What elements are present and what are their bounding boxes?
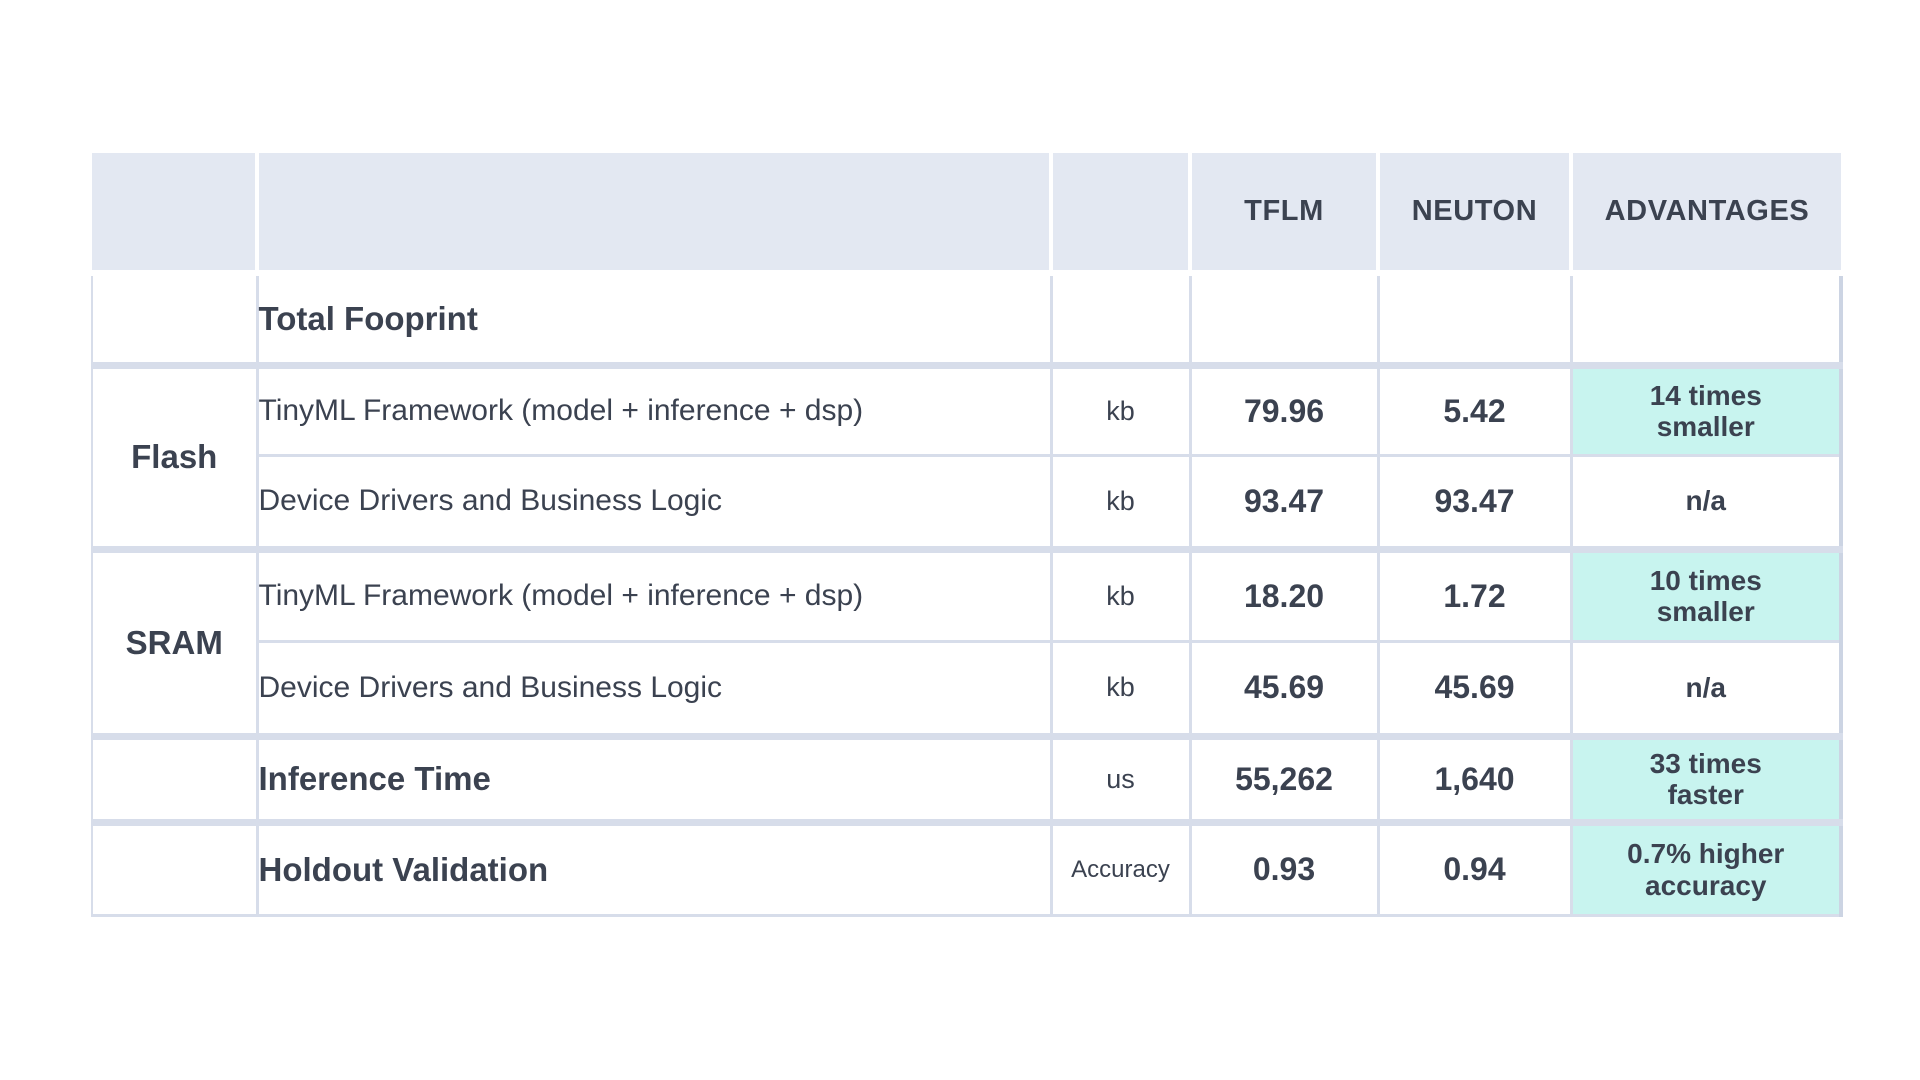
table-row-holdout-validation: Holdout Validation Accuracy 0.93 0.94 0.… (91, 818, 1843, 917)
value-cell-neuton: 93.47 (1376, 453, 1571, 549)
value-cell-tflm: 55,262 (1188, 732, 1378, 822)
value-cell-neuton: 45.69 (1376, 639, 1571, 736)
unit-cell: Accuracy (1049, 818, 1190, 917)
header-cell-empty-unit (1049, 153, 1190, 276)
value-cell-neuton: 1,640 (1376, 732, 1571, 822)
unit-cell: kb (1049, 453, 1190, 549)
value-cell-neuton: 1.72 (1376, 545, 1571, 641)
header-cell-neuton: NEUTON (1376, 153, 1571, 276)
table-row-sram-framework: SRAM TinyML Framework (model + inference… (91, 545, 1843, 736)
row-label-tinyml-framework: TinyML Framework (model + inference + ds… (255, 361, 1051, 455)
advantage-cell: 33 times faster (1569, 732, 1843, 822)
group-cell-empty (91, 270, 257, 365)
advantage-cell: n/a (1569, 639, 1843, 736)
table-row-sram-drivers: Device Drivers and Business Logic kb 45.… (92, 639, 1843, 736)
header-cell-empty-group (92, 153, 257, 276)
value-cell-tflm: 0.93 (1188, 818, 1378, 917)
header-row: TFLM NEUTON ADVANTAGES (92, 153, 1841, 276)
group-cell-empty (91, 818, 257, 917)
table-row-flash-framework: Flash TinyML Framework (model + inferenc… (91, 361, 1843, 549)
table-row-flash-drivers: Device Drivers and Business Logic kb 93.… (92, 453, 1843, 549)
advantage-cell (1569, 270, 1843, 365)
group-cell-sram: SRAM (91, 545, 257, 736)
header-cell-empty-label (255, 153, 1051, 276)
unit-cell: kb (1049, 361, 1190, 455)
row-label-tinyml-framework: TinyML Framework (model + inference + ds… (255, 545, 1051, 641)
advantage-cell: n/a (1569, 453, 1843, 549)
unit-cell: kb (1049, 639, 1190, 736)
advantage-cell: 14 times smaller (1569, 361, 1843, 455)
row-label-inference-time: Inference Time (255, 732, 1051, 822)
value-cell-neuton: 5.42 (1376, 361, 1571, 455)
unit-cell: us (1049, 732, 1190, 822)
table-row-inference-time: Inference Time us 55,262 1,640 33 times … (91, 732, 1843, 822)
value-cell-tflm (1188, 270, 1378, 365)
value-cell-neuton (1376, 270, 1571, 365)
unit-cell (1049, 270, 1190, 365)
header-cell-tflm: TFLM (1188, 153, 1378, 276)
unit-cell: kb (1049, 545, 1190, 641)
value-cell-neuton: 0.94 (1376, 818, 1571, 917)
value-cell-tflm: 45.69 (1188, 639, 1378, 736)
row-label-total-footprint: Total Fooprint (255, 270, 1051, 365)
group-cell-flash: Flash (91, 361, 257, 549)
table-row-total-footprint: Total Fooprint (91, 270, 1843, 365)
comparison-table: TFLM NEUTON ADVANTAGES Total Fooprint Fl… (91, 153, 1843, 917)
value-cell-tflm: 79.96 (1188, 361, 1378, 455)
row-label-holdout-validation: Holdout Validation (255, 818, 1051, 917)
value-cell-tflm: 93.47 (1188, 453, 1378, 549)
row-label-device-drivers: Device Drivers and Business Logic (255, 453, 1051, 549)
advantage-cell: 10 times smaller (1569, 545, 1843, 641)
row-label-device-drivers: Device Drivers and Business Logic (255, 639, 1051, 736)
value-cell-tflm: 18.20 (1188, 545, 1378, 641)
header-cell-advantages: ADVANTAGES (1569, 153, 1841, 276)
group-cell-empty (91, 732, 257, 822)
advantage-cell: 0.7% higher accuracy (1569, 818, 1843, 917)
